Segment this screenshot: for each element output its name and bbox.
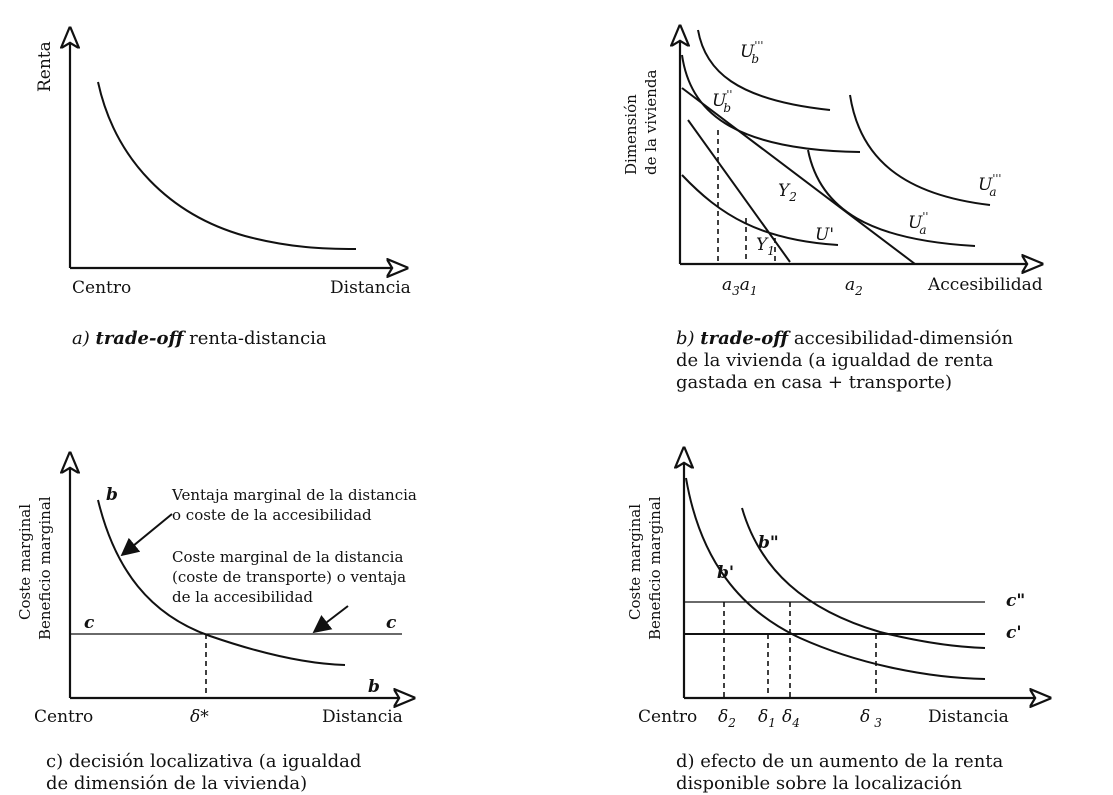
- panel-c-annotation2-line2: (coste de transporte) o ventaja: [172, 568, 406, 586]
- panel-c-tick-delta: δ*: [190, 707, 209, 727]
- panel-d-label-c2: c": [1006, 591, 1025, 611]
- panel-b-curve-U1: [681, 174, 839, 246]
- panel-d-label-b1: b': [717, 563, 734, 583]
- panel-a-rent-curve: [97, 81, 357, 250]
- panel-c-annotation2-arrow: [312, 605, 349, 634]
- panel-c-label-c-right: c: [386, 613, 397, 633]
- panel-b-label-gamma1: Y1: [756, 235, 775, 258]
- panel-d-tick-d2: δ2: [718, 707, 736, 730]
- panel-b-budget-line-2: [681, 87, 916, 265]
- panel-d-curve-b2: [741, 507, 986, 649]
- panel-c-y-label-line1: Coste marginal: [16, 504, 34, 620]
- panel-b-label-Ua2: U'' a: [908, 210, 928, 237]
- panel-b-x-label: Accesibilidad: [927, 275, 1043, 295]
- panel-a-caption: a) trade-off renta-distancia: [72, 328, 327, 349]
- panel-b-label-Ua3: U''' a: [978, 172, 1001, 199]
- panel-b-tick-a2: a2: [845, 275, 863, 298]
- panel-d-y-label-line2: Beneficio marginal: [646, 496, 664, 640]
- panel-a: Renta Centro Distancia a) trade-off rent…: [35, 30, 411, 349]
- panel-c-annotation1-line1: Ventaja marginal de la distancia: [171, 486, 417, 504]
- panel-c-y-label-line2: Beneficio marginal: [36, 496, 54, 640]
- panel-b-label-Ub3: U''' b: [740, 39, 763, 66]
- panel-b: Dimensión de la vivienda U''' b U'' b U'''…: [622, 28, 1043, 393]
- panel-c-caption-line1: c) decisión localizativa (a igualdad: [46, 751, 361, 772]
- panel-c-x-label-right: Distancia: [322, 707, 403, 727]
- panel-c-label-b-top: b: [106, 485, 118, 505]
- panel-c: Coste marginal Beneficio marginal b b c …: [16, 455, 417, 794]
- panel-a-x-label-right: Distancia: [330, 278, 411, 298]
- panel-b-tick-a3a1: a3a1: [722, 275, 758, 298]
- panel-b-curve-Ub3: [697, 29, 831, 111]
- panel-c-x-label-left: Centro: [34, 707, 93, 727]
- panel-a-y-label: Renta: [35, 41, 55, 92]
- panel-a-x-label-left: Centro: [72, 278, 131, 298]
- panel-d-tick-d1: δ1: [758, 707, 776, 730]
- panel-d-y-label-line1: Coste marginal: [626, 504, 644, 620]
- panel-b-curve-Ub2: [681, 54, 861, 153]
- panel-b-y-label-line1: Dimensión: [622, 94, 640, 175]
- panel-d-x-label-left: Centro: [638, 707, 697, 727]
- panel-b-caption-line2: de la vivienda (a igualdad de renta: [676, 350, 993, 371]
- panel-b-curve-Ua2: [807, 149, 976, 247]
- panel-d: Coste marginal Beneficio marginal b" b' …: [626, 450, 1048, 794]
- panel-d-tick-d4: δ4: [782, 707, 800, 730]
- panel-b-label-Ub2: U'' b: [712, 88, 732, 115]
- panel-d-x-label-right: Distancia: [928, 707, 1009, 727]
- panel-b-y-label-line2: de la vivienda: [642, 70, 660, 175]
- panel-d-label-b2: b": [758, 533, 779, 553]
- panel-c-annotation1-line2: o coste de la accesibilidad: [172, 506, 372, 524]
- panel-c-curve-b: [97, 499, 346, 666]
- panel-d-curve-b1: [685, 477, 986, 680]
- panel-c-annotation1-arrow: [120, 513, 173, 557]
- panel-b-budget-line-1: [687, 119, 791, 263]
- panel-b-caption-line3: gastada en casa + transporte): [676, 372, 952, 393]
- panel-c-label-b-bottom: b: [368, 677, 380, 697]
- panel-b-curve-Ua3: [849, 94, 991, 206]
- panel-c-annotation2-line3: de la accesibilidad: [172, 588, 313, 606]
- panel-c-label-c-left: c: [84, 613, 95, 633]
- panel-b-label-gamma2: Y2: [778, 181, 797, 204]
- panel-d-caption-line1: d) efecto de un aumento de la renta: [676, 751, 1004, 772]
- panel-d-label-c1: c': [1006, 623, 1022, 643]
- panel-c-caption-line2: de dimensión de la vivienda): [46, 773, 307, 794]
- panel-b-label-U1: U': [815, 225, 834, 245]
- panel-b-caption-line1: b) trade-off accesibilidad-dimensión: [676, 328, 1014, 349]
- panel-c-annotation2-line1: Coste marginal de la distancia: [172, 548, 403, 566]
- panel-d-caption-line2: disponible sobre la localización: [676, 773, 962, 794]
